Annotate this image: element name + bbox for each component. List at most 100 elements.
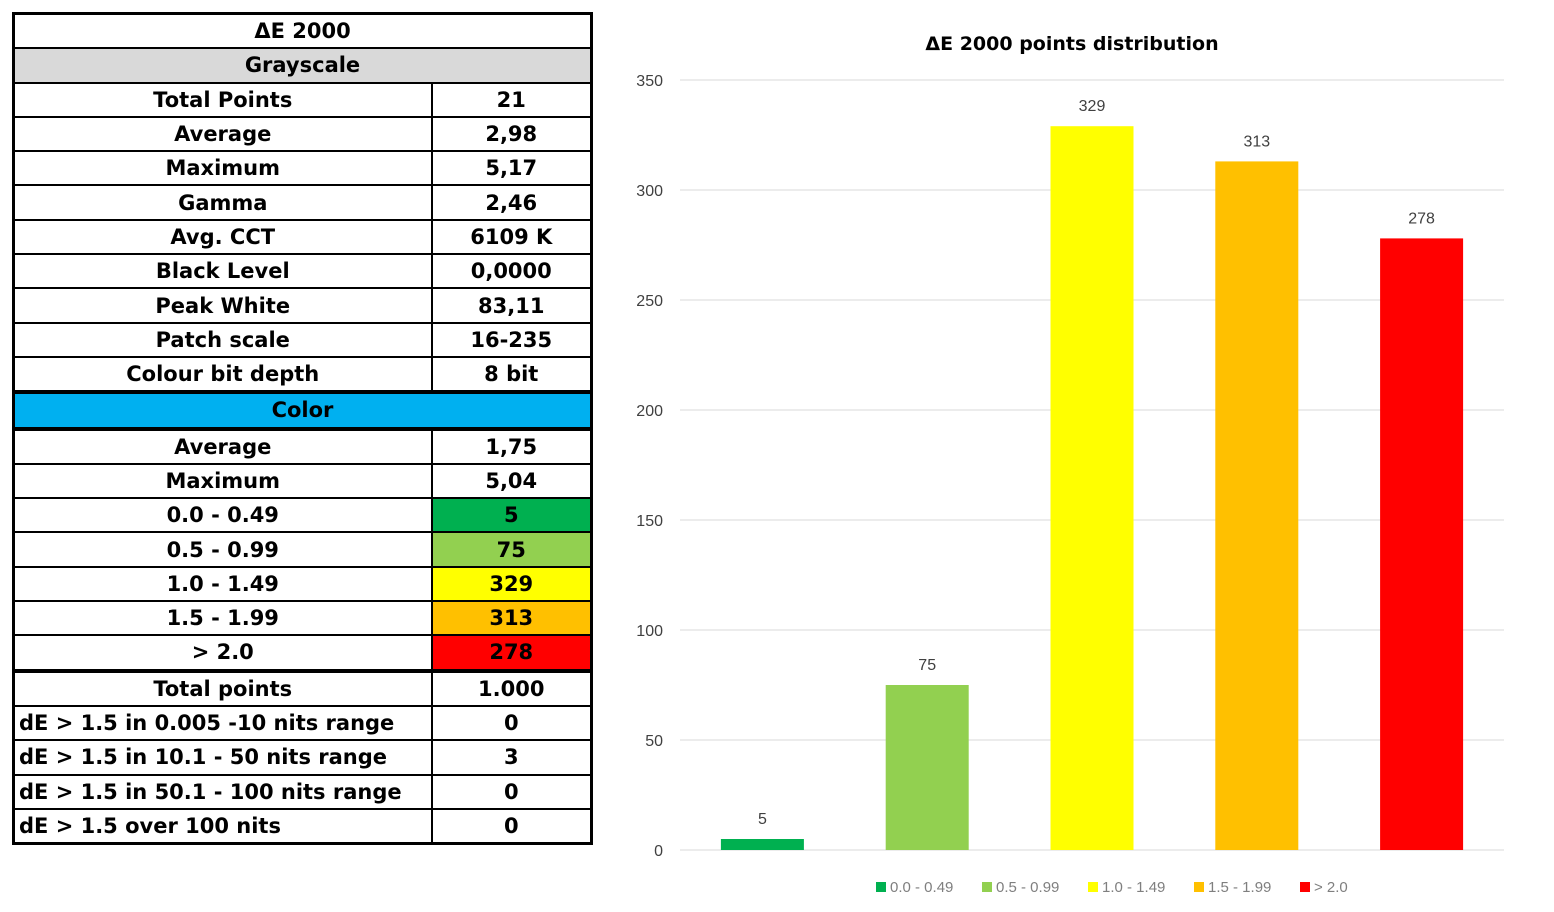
chart-legend: 0.0 - 0.49 0.5 - 0.99 1.0 - 1.49 1.5 - 1.99…: [876, 879, 1348, 896]
row-value: 2,98: [430, 115, 593, 153]
row-value: 3: [430, 739, 593, 776]
color-row: Average 1,75: [12, 427, 593, 465]
legend-swatch: [982, 882, 992, 892]
grayscale-row: Colour bit depth 8 bit: [12, 355, 593, 395]
row-value: 75: [430, 531, 593, 568]
grayscale-row: Gamma 2,46: [12, 184, 593, 221]
nits-range-row: dE > 1.5 in 10.1 - 50 nits range 3: [12, 739, 593, 776]
color-header: Color: [12, 391, 593, 431]
row-value: 5: [430, 497, 593, 534]
y-tick-label: 50: [645, 733, 663, 750]
row-label: Total Points: [12, 81, 433, 118]
nits-range-row: dE > 1.5 in 0.005 -10 nits range 0: [12, 704, 593, 742]
nits-range-row: dE > 1.5 over 100 nits 0: [12, 807, 593, 845]
row-label: 0.0 - 0.49: [12, 497, 433, 534]
grayscale-row: Total Points 21: [12, 81, 593, 118]
legend-swatch: [876, 882, 886, 892]
row-value: 5,04: [430, 462, 593, 500]
legend-swatch: [1300, 882, 1310, 892]
color-header-row: Color: [12, 391, 593, 431]
bar-3: [1050, 126, 1134, 850]
row-label: Black Level: [12, 253, 433, 290]
legend-label: 1.0 - 1.49: [1102, 879, 1165, 896]
row-value: 1,75: [430, 427, 593, 465]
row-value: 21: [430, 81, 593, 118]
grayscale-header: Grayscale: [12, 47, 593, 84]
bar-4: [1215, 161, 1299, 850]
row-value: 313: [430, 600, 593, 637]
data-label: 278: [1408, 210, 1435, 227]
y-axis-ticks: 0 50 100 150 200 250 300 350: [636, 73, 663, 860]
row-label: dE > 1.5 in 0.005 -10 nits range: [12, 704, 433, 742]
bar-5: [1380, 238, 1464, 850]
row-value: 0: [430, 773, 593, 810]
grayscale-row: Black Level 0,0000: [12, 253, 593, 290]
row-label: Average: [12, 115, 433, 153]
row-value: 0: [430, 704, 593, 742]
row-label: > 2.0: [12, 634, 433, 673]
row-value: 329: [430, 565, 593, 603]
table-title: ΔE 2000: [12, 12, 593, 50]
legend-label: 0.0 - 0.49: [890, 879, 953, 896]
row-label: Gamma: [12, 184, 433, 221]
row-label: Colour bit depth: [12, 355, 433, 395]
range-row: 0.0 - 0.49 5: [12, 497, 593, 534]
chart-title: ΔE 2000 points distribution: [925, 33, 1218, 55]
range-row: 1.5 - 1.99 313: [12, 600, 593, 637]
row-label: dE > 1.5 in 50.1 - 100 nits range: [12, 773, 433, 810]
row-label: 1.0 - 1.49: [12, 565, 433, 603]
chart-bars: [720, 126, 1464, 850]
y-tick-label: 350: [636, 73, 663, 90]
range-row: 0.5 - 0.99 75: [12, 531, 593, 568]
legend-swatch: [1088, 882, 1098, 892]
grayscale-row: Avg. CCT 6109 K: [12, 218, 593, 256]
row-label: dE > 1.5 in 10.1 - 50 nits range: [12, 739, 433, 776]
row-label: Peak White: [12, 287, 433, 324]
y-tick-label: 100: [636, 623, 663, 640]
row-label: dE > 1.5 over 100 nits: [12, 807, 433, 845]
legend-label: 0.5 - 0.99: [996, 879, 1059, 896]
row-label: Maximum: [12, 462, 433, 500]
delta-e-stats-table: ΔE 2000 Grayscale Total Points 21 Average 2…: [12, 12, 594, 846]
row-label: Patch scale: [12, 321, 433, 358]
row-value: 0,0000: [430, 253, 593, 290]
row-value: 2,46: [430, 184, 593, 221]
row-label: 1.5 - 1.99: [12, 600, 433, 637]
y-tick-label: 0: [654, 843, 663, 860]
table-title-row: ΔE 2000: [12, 12, 593, 50]
bar-2: [885, 685, 969, 850]
grayscale-row: Peak White 83,11: [12, 287, 593, 324]
legend-label: > 2.0: [1314, 879, 1348, 896]
row-label: Maximum: [12, 150, 433, 187]
y-tick-label: 300: [636, 183, 663, 200]
row-value: 5,17: [430, 150, 593, 187]
row-value: 8 bit: [430, 355, 593, 395]
grayscale-row: Average 2,98: [12, 115, 593, 153]
y-tick-label: 250: [636, 293, 663, 310]
grayscale-header-row: Grayscale: [12, 47, 593, 84]
legend-swatch: [1194, 882, 1204, 892]
data-label: 5: [758, 811, 767, 828]
row-value: 16-235: [430, 321, 593, 358]
nits-range-row: dE > 1.5 in 50.1 - 100 nits range 0: [12, 773, 593, 810]
row-value: 83,11: [430, 287, 593, 324]
data-label: 313: [1243, 133, 1270, 150]
range-row: > 2.0 278: [12, 634, 593, 673]
y-tick-label: 200: [636, 403, 663, 420]
row-label: Total points: [12, 669, 433, 707]
row-label: Avg. CCT: [12, 218, 433, 256]
row-label: Average: [12, 427, 433, 465]
data-label: 75: [918, 657, 936, 674]
grayscale-row: Maximum 5,17: [12, 150, 593, 187]
row-value: 1.000: [430, 669, 593, 707]
bar-chart: ΔE 2000 points distribution 0 50 100 150 200…: [636, 33, 1504, 896]
y-tick-label: 150: [636, 513, 663, 530]
legend-label: 1.5 - 1.99: [1208, 879, 1271, 896]
color-row: Maximum 5,04: [12, 462, 593, 500]
row-value: 278: [430, 634, 593, 673]
row-value: 0: [430, 807, 593, 845]
row-label: 0.5 - 0.99: [12, 531, 433, 568]
total-points-row: Total points 1.000: [12, 669, 593, 707]
data-labels: 5 75 329 313 278: [758, 98, 1435, 828]
bar-1: [720, 839, 804, 850]
